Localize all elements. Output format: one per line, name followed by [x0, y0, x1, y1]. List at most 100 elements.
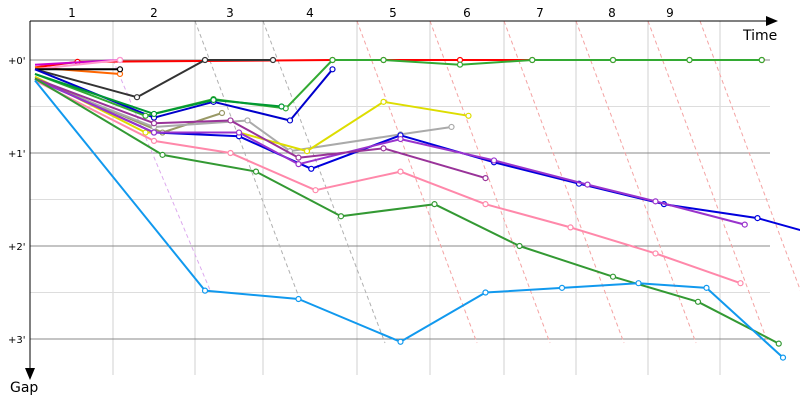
series-17 — [34, 77, 782, 347]
y-axis-arrow-icon — [25, 368, 35, 380]
data-point — [312, 187, 319, 194]
data-point — [779, 354, 787, 361]
data-point — [758, 56, 765, 64]
series-18 — [34, 79, 787, 361]
y-tick-label: +3' — [8, 335, 26, 346]
data-point — [558, 284, 566, 291]
data-point — [482, 289, 489, 296]
data-point — [431, 201, 438, 208]
series-16 — [34, 79, 744, 287]
data-point — [567, 224, 574, 231]
series-14 — [34, 77, 748, 228]
data-point — [686, 56, 693, 64]
data-point — [142, 112, 149, 119]
axes — [25, 16, 778, 380]
series-line — [34, 59, 121, 71]
y-tick-label: +0' — [8, 56, 26, 67]
data-point — [150, 129, 158, 136]
data-point — [235, 129, 243, 136]
data-point — [133, 94, 141, 101]
series-line — [34, 79, 784, 359]
series-line — [34, 73, 282, 115]
data-point — [278, 103, 285, 110]
data-point — [337, 213, 345, 220]
data-point — [142, 129, 149, 136]
lap-guide-line — [575, 20, 697, 344]
lap-guide-line — [262, 20, 386, 344]
data-point — [397, 338, 404, 345]
lap-guide-line — [429, 20, 551, 344]
data-point — [609, 273, 617, 280]
x-tick-label: 4 — [306, 6, 314, 20]
data-point — [584, 181, 591, 188]
data-point — [308, 165, 315, 172]
lap-diagonal-guides — [112, 20, 800, 344]
data-point — [150, 137, 158, 145]
x-tick-label: 5 — [389, 6, 397, 20]
data-point — [741, 221, 748, 228]
data-point — [482, 201, 489, 208]
series-8 — [34, 56, 765, 119]
data-point — [295, 161, 302, 168]
series-line — [34, 75, 469, 153]
data-point — [329, 66, 336, 73]
series-layer — [34, 56, 800, 361]
data-point — [295, 154, 302, 161]
data-point — [269, 56, 277, 64]
data-point — [448, 123, 455, 131]
data-point — [529, 56, 536, 64]
data-point — [227, 149, 234, 157]
data-point — [116, 56, 124, 64]
lap-guide-line — [356, 20, 478, 344]
data-point — [201, 56, 209, 64]
series-6 — [35, 66, 124, 73]
data-point — [227, 117, 234, 124]
data-point — [201, 287, 209, 294]
data-point — [465, 112, 472, 119]
x-tick-label: 9 — [666, 6, 674, 20]
y-tick-labels: +0' +1' +2' +3' — [8, 56, 26, 346]
x-tick-label: 2 — [150, 6, 158, 20]
data-point — [490, 157, 498, 164]
data-point — [329, 56, 336, 64]
series-line — [34, 77, 746, 226]
data-point — [218, 109, 226, 117]
series-9 — [34, 73, 285, 118]
series-line — [34, 79, 741, 285]
data-point — [516, 242, 523, 250]
x-axis-label: Time — [742, 28, 777, 44]
horizontal-grid — [30, 59, 770, 340]
y-tick-label: +2' — [8, 242, 26, 253]
data-point — [380, 56, 387, 64]
x-tick-label: 1 — [68, 6, 76, 20]
data-point — [252, 168, 260, 175]
data-point — [303, 148, 311, 155]
data-point — [456, 61, 464, 68]
y-tick-label: +1' — [8, 149, 26, 160]
data-point — [703, 284, 710, 291]
lap-guide-line — [647, 20, 769, 344]
data-point — [116, 66, 124, 73]
y-axis-label: Gap — [10, 380, 38, 396]
lap-guide-line — [699, 20, 800, 291]
series-12 — [34, 75, 472, 155]
series-1 — [34, 56, 765, 69]
series-4 — [34, 56, 124, 71]
series-5 — [34, 56, 277, 101]
x-tick-label: 8 — [608, 6, 616, 20]
data-point — [482, 175, 489, 182]
series-line — [34, 59, 762, 117]
series-line — [34, 77, 486, 180]
data-point — [286, 117, 294, 124]
x-tick-label: 3 — [226, 6, 234, 20]
data-point — [652, 198, 659, 205]
data-point — [159, 151, 166, 158]
data-point — [694, 298, 702, 305]
data-point — [737, 280, 744, 287]
data-point — [380, 98, 387, 105]
data-point — [150, 120, 158, 127]
series-line — [34, 59, 273, 99]
data-point — [652, 250, 659, 257]
data-point — [754, 215, 761, 222]
